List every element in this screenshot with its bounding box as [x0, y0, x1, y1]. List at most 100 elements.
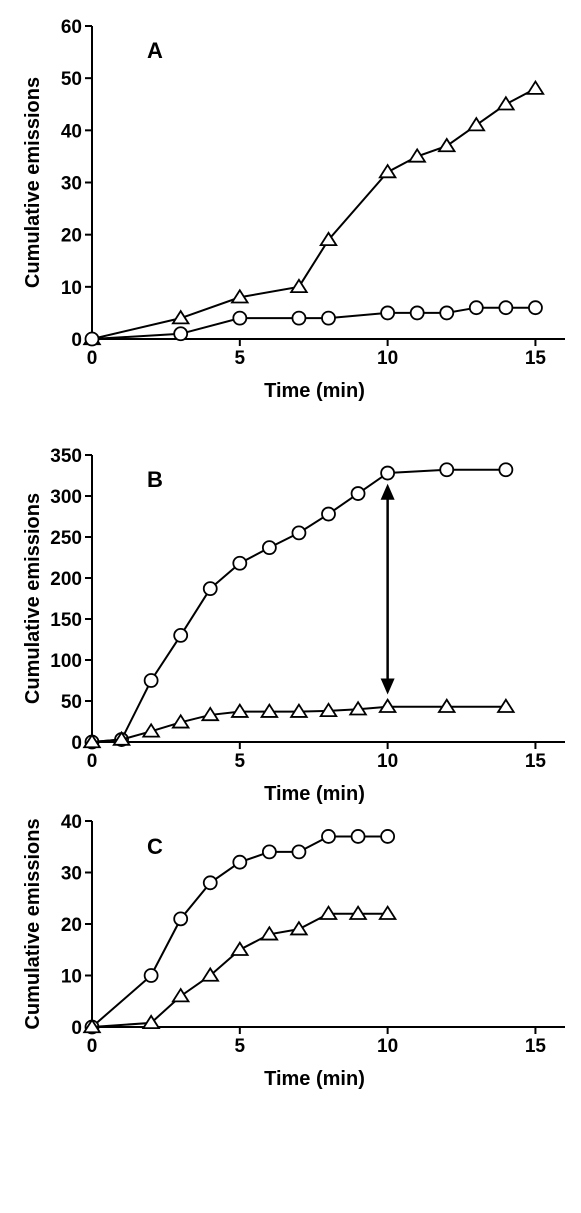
data-point-circle	[143, 968, 159, 983]
arrow-head-up	[380, 483, 395, 500]
data-point-triangle	[348, 905, 368, 920]
y-tick-label: 0	[71, 733, 82, 754]
data-point-triangle	[496, 698, 516, 713]
data-point-triangle	[259, 702, 279, 718]
data-point-triangle	[407, 147, 427, 163]
y-axis-title: Cumulative emissions	[22, 77, 44, 288]
y-tick-label: 350	[50, 446, 82, 467]
x-tick-label: 5	[235, 751, 246, 772]
chart-panel-a: 0 10 20 30 40 50 60 0 5 10 15 Time (min) Cumulative …	[22, 17, 565, 402]
series-line-triangle	[91, 87, 536, 340]
y-tick-label: 250	[50, 528, 82, 549]
data-point-circle	[380, 305, 396, 321]
data-point-triangle	[112, 730, 132, 746]
data-point-triangle	[200, 706, 220, 722]
x-tick-label: 0	[87, 348, 98, 369]
y-axis-title: Cumulative emissions	[22, 493, 44, 704]
x-tick-label: 15	[525, 751, 547, 772]
x-tick-label: 5	[235, 348, 246, 369]
chart-panel-c: 0 10 20 30 40 0 5 10 15 Time (min) Cumulative emis…	[22, 812, 565, 1090]
data-point-triangle	[526, 79, 545, 95]
x-tick-label: 10	[377, 751, 398, 772]
data-point-circle	[232, 854, 248, 870]
x-tick-label: 10	[377, 348, 398, 369]
x-axis-title: Time (min)	[264, 380, 365, 402]
y-tick-label: 10	[61, 967, 82, 988]
x-tick-label: 15	[525, 348, 547, 369]
data-point-circle	[202, 875, 218, 891]
x-tick-label: 10	[377, 1036, 398, 1057]
data-point-circle	[291, 844, 307, 860]
data-point-circle	[380, 465, 396, 481]
data-point-circle	[528, 300, 543, 316]
x-tick-label: 0	[87, 751, 98, 772]
data-point-circle	[350, 486, 366, 501]
data-point-triangle	[171, 987, 191, 1003]
data-point-triangle	[378, 698, 398, 713]
y-tick-label: 30	[61, 174, 82, 195]
panel-label: B	[147, 467, 163, 492]
data-point-triangle	[171, 309, 191, 325]
y-tick-label: 40	[61, 121, 82, 142]
data-point-circle	[498, 300, 514, 316]
data-point-circle	[350, 829, 366, 844]
y-tick-label: 100	[50, 651, 82, 672]
data-point-triangle	[378, 905, 398, 920]
y-tick-label: 150	[50, 610, 82, 631]
x-tick-label: 5	[235, 1036, 246, 1057]
data-point-circle	[291, 525, 307, 541]
data-point-triangle	[171, 713, 191, 729]
data-point-triangle	[378, 163, 398, 179]
data-point-triangle	[437, 698, 457, 713]
data-point-circle	[173, 911, 189, 927]
y-tick-label: 300	[50, 487, 82, 508]
y-tick-label: 20	[61, 915, 82, 936]
data-point-circle	[173, 326, 189, 342]
data-point-circle	[498, 462, 514, 478]
x-axis-title: Time (min)	[264, 1068, 365, 1090]
data-point-triangle	[319, 231, 338, 247]
data-point-circle	[321, 310, 336, 326]
data-point-circle	[468, 300, 484, 316]
data-point-triangle	[82, 733, 102, 749]
arrow-head-down	[380, 678, 395, 695]
data-point-circle	[439, 305, 455, 321]
data-point-circle	[261, 540, 277, 556]
y-tick-label: 40	[61, 812, 82, 833]
data-point-triangle	[319, 905, 338, 920]
data-point-circle	[84, 331, 100, 347]
data-point-circle	[321, 829, 336, 844]
data-point-triangle	[348, 700, 368, 716]
x-tick-label: 15	[525, 1036, 547, 1057]
y-tick-label: 20	[61, 226, 82, 247]
y-tick-label: 10	[61, 278, 82, 299]
data-point-circle	[173, 628, 189, 643]
data-point-triangle	[496, 95, 516, 111]
data-point-triangle	[230, 941, 250, 956]
data-point-circle	[261, 844, 277, 860]
series-line-circle	[91, 835, 388, 1028]
data-point-circle	[232, 310, 248, 326]
data-point-circle	[232, 555, 248, 571]
data-point-triangle	[230, 288, 250, 304]
panel-label: C	[147, 834, 163, 859]
data-point-circle	[380, 829, 396, 844]
data-point-triangle	[200, 966, 220, 982]
data-point-circle	[291, 310, 307, 326]
y-tick-label: 50	[61, 69, 82, 90]
series-line-circle	[91, 468, 506, 743]
data-point-circle	[409, 305, 425, 321]
data-point-triangle	[141, 722, 161, 738]
series-line-triangle	[91, 912, 388, 1028]
data-point-circle	[143, 673, 159, 688]
data-point-triangle	[466, 116, 486, 132]
data-point-circle	[321, 506, 336, 522]
y-tick-label: 200	[50, 569, 82, 590]
x-tick-label: 0	[87, 1036, 98, 1057]
chart-panel-b: 0 50 100 150 200 250 300 350 0 5 10 15 Time (min) Cum…	[22, 446, 565, 805]
data-point-triangle	[289, 702, 309, 718]
y-tick-label: 0	[71, 330, 82, 351]
data-point-triangle	[289, 920, 309, 936]
y-tick-label: 60	[61, 17, 82, 38]
data-point-triangle	[259, 925, 279, 941]
